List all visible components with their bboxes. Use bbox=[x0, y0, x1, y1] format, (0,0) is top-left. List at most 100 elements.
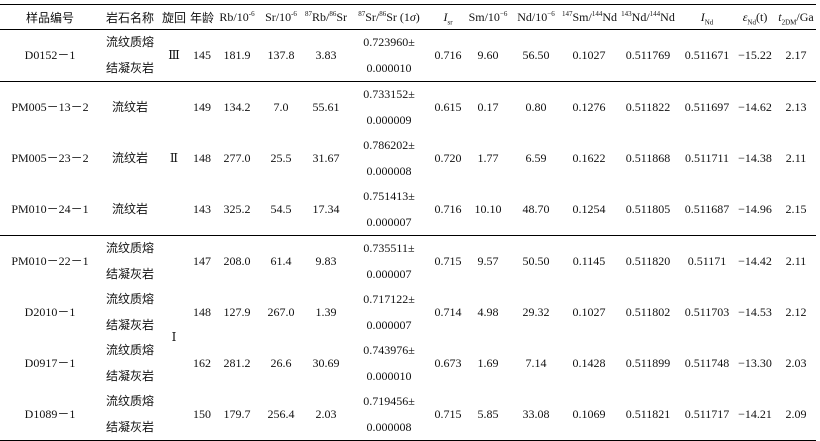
cell-sm: 0.17 bbox=[477, 99, 499, 114]
cell-sr-sr-error: 0.000007 bbox=[366, 317, 412, 332]
cell-sample: D1089－1 bbox=[0, 389, 100, 441]
cell-sample: PM005－13－2 bbox=[11, 99, 89, 114]
cell-t2dm: 2.13 bbox=[785, 99, 807, 114]
cell-isr: 0.720 bbox=[434, 150, 462, 165]
cell-rb: 134.2 bbox=[223, 99, 251, 114]
cell-sm-nd: 0.1145 bbox=[572, 253, 606, 268]
cell-sr-sr-value: 0.751413± bbox=[363, 189, 415, 203]
cell-t2dm: 2.03 bbox=[785, 355, 807, 370]
cell-rb: 208.0 bbox=[223, 253, 251, 268]
table-row-cont: 结凝灰岩 0.000010 bbox=[0, 55, 816, 82]
cell-t2dm: 2.12 bbox=[785, 304, 807, 319]
cell-nd: 0.80 bbox=[525, 99, 547, 114]
cell-rock-line2: 结凝灰岩 bbox=[105, 317, 154, 332]
cell-nd: 6.59 bbox=[525, 150, 547, 165]
header-isr: Isr bbox=[430, 4, 466, 30]
cell-nd: 29.32 bbox=[522, 304, 550, 319]
cell-rock-line2: 结凝灰岩 bbox=[105, 368, 154, 383]
cell-rb: 179.7 bbox=[216, 389, 258, 441]
cell-rock-line2: 结凝灰岩 bbox=[100, 414, 160, 441]
cell-eps: −14.21 bbox=[734, 389, 776, 441]
isotope-data-table: 样品编号 岩石名称 旋回 年龄 Rb/10-6 Sr/10-6 87Rb/86S… bbox=[0, 4, 816, 441]
cell-ind: 0.511748 bbox=[684, 355, 730, 370]
cell-nd: 33.08 bbox=[510, 389, 562, 441]
cell-sample: PM010－22－1 bbox=[11, 253, 89, 268]
table-row-cont: 0.000009 bbox=[0, 108, 816, 134]
cell-sample: D0917－1 bbox=[24, 355, 76, 370]
cell-rb-sr: 3.83 bbox=[304, 29, 348, 82]
table-row-cont: 0.000008 bbox=[0, 159, 816, 185]
table-row: D0152－1 流纹质熔 Ⅲ 145 181.9 137.8 3.83 0.72… bbox=[0, 29, 816, 82]
cell-ind: 0.511671 bbox=[680, 29, 734, 82]
cell-isr: 0.716 bbox=[430, 184, 466, 236]
cell-sr-sr-error: 0.000010 bbox=[348, 55, 430, 82]
cell-sm-nd: 0.1276 bbox=[572, 99, 606, 114]
header-sr-sr-ratio: 87Sr/86Sr (1σ) bbox=[348, 4, 430, 30]
cell-t2dm: 2.11 bbox=[785, 253, 807, 268]
header-eps-nd: εNd(t) bbox=[734, 4, 776, 30]
cell-age: 147 bbox=[193, 253, 211, 268]
cell-nd-nd: 0.511802 bbox=[625, 304, 671, 319]
table-row-cont: 结凝灰岩 0.000007 bbox=[0, 313, 816, 339]
header-sm: Sm/10−6 bbox=[466, 4, 510, 30]
cell-nd: 48.70 bbox=[510, 184, 562, 236]
cell-age: 150 bbox=[188, 389, 216, 441]
cell-sr: 256.4 bbox=[258, 389, 304, 441]
table-row: D1089－1 流纹质熔 150 179.7 256.4 2.03 0.7194… bbox=[0, 389, 816, 441]
cell-rb-sr: 2.03 bbox=[304, 389, 348, 441]
cell-nd-nd: 0.511820 bbox=[625, 253, 671, 268]
cell-sr-sr-value: 0.717122± bbox=[363, 292, 415, 306]
cell-rb-sr: 31.67 bbox=[312, 150, 340, 165]
cell-sample: D0152－1 bbox=[0, 29, 100, 82]
cell-eps: −14.53 bbox=[738, 304, 772, 319]
header-sample: 样品编号 bbox=[0, 4, 100, 30]
cell-eps: −14.38 bbox=[738, 150, 772, 165]
cell-nd: 7.14 bbox=[525, 355, 547, 370]
cell-sm: 5.85 bbox=[466, 389, 510, 441]
cell-age: 149 bbox=[193, 99, 211, 114]
cell-rb: 127.9 bbox=[223, 304, 251, 319]
cell-nd-nd: 0.511822 bbox=[625, 99, 671, 114]
cell-nd-nd: 0.511821 bbox=[616, 389, 680, 441]
cell-age: 148 bbox=[193, 304, 211, 319]
cell-ind: 0.511703 bbox=[684, 304, 730, 319]
cell-rock: 流纹岩 bbox=[111, 99, 148, 114]
cell-nd: 50.50 bbox=[522, 253, 550, 268]
cell-cycle: Ⅰ bbox=[160, 235, 188, 441]
cell-eps: −14.62 bbox=[738, 99, 772, 114]
cell-t2dm: 2.15 bbox=[776, 184, 816, 236]
table-row: D2010－1 流纹质熔 148 127.9 267.0 1.39 0.7171… bbox=[0, 287, 816, 319]
cell-sr-sr-value: 0.723960± bbox=[363, 35, 415, 49]
cell-eps: −14.96 bbox=[734, 184, 776, 236]
cell-sm-nd: 0.1428 bbox=[572, 355, 606, 370]
cell-rock-line1: 流纹质熔 bbox=[105, 292, 154, 306]
cell-rock-line1: 流纹质熔 bbox=[105, 241, 154, 255]
cell-sample: PM010－24－1 bbox=[0, 184, 100, 236]
cell-age: 143 bbox=[188, 184, 216, 236]
cell-sr-sr-error: 0.000008 bbox=[348, 414, 430, 441]
header-t2dm: t2DM/Ga bbox=[776, 4, 816, 30]
cell-sr-sr-error: 0.000009 bbox=[366, 112, 412, 127]
cell-sm-nd: 0.1027 bbox=[572, 304, 606, 319]
cell-rock-line1: 流纹质熔 bbox=[105, 35, 154, 49]
header-rb-sr-ratio: 87Rb/86Sr bbox=[304, 4, 348, 30]
cell-sr-sr-value: 0.743976± bbox=[363, 343, 415, 357]
header-ind: INd bbox=[680, 4, 734, 30]
cell-sm: 4.98 bbox=[477, 304, 499, 319]
cell-ind: 0.511717 bbox=[680, 389, 734, 441]
cell-sr-sr-value: 0.733152± bbox=[363, 87, 415, 101]
cell-sm: 10.10 bbox=[466, 184, 510, 236]
cell-rb: 325.2 bbox=[216, 184, 258, 236]
cell-sr: 26.6 bbox=[270, 355, 292, 370]
cell-ind: 0.511687 bbox=[680, 184, 734, 236]
cell-rb-sr: 30.69 bbox=[312, 355, 340, 370]
cell-rock-line2: 结凝灰岩 bbox=[100, 55, 160, 82]
cell-sm-nd: 0.1027 bbox=[562, 29, 616, 82]
cell-sr-sr-error: 0.000008 bbox=[366, 163, 412, 178]
cell-sample: PM005－23－2 bbox=[11, 150, 89, 165]
cell-sr-sr-value: 0.786202± bbox=[363, 138, 415, 152]
cell-sr-sr-value: 0.719456± bbox=[363, 394, 415, 408]
cell-age: 145 bbox=[188, 29, 216, 82]
cell-eps: −15.22 bbox=[734, 29, 776, 82]
cell-age: 148 bbox=[193, 150, 211, 165]
